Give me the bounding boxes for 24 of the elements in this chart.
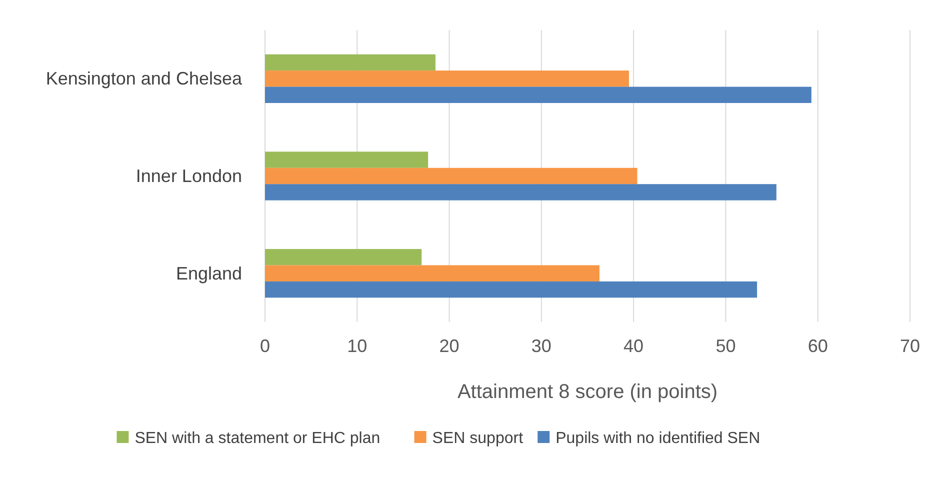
bar: [265, 265, 600, 282]
legend-label: SEN with a statement or EHC plan: [134, 430, 380, 447]
y-tick-label: Kensington and Chelsea: [46, 68, 243, 89]
x-tick-label: 30: [531, 336, 552, 356]
x-tick-label: 0: [260, 336, 270, 356]
bar: [265, 86, 812, 103]
bar: [265, 281, 758, 298]
y-tick-label: Inner London: [136, 166, 242, 186]
x-tick-label: 10: [347, 336, 368, 356]
legend-label: SEN support: [432, 430, 524, 447]
y-tick-label: England: [176, 263, 242, 284]
legend-label: Pupils with no identified SEN: [556, 430, 760, 447]
x-tick-label: 20: [439, 336, 460, 356]
bar: [265, 249, 422, 266]
x-axis-title: Attainment 8 score (in points): [457, 381, 718, 403]
bar: [265, 184, 776, 200]
bar: [265, 70, 629, 87]
bar: [265, 152, 428, 168]
x-tick-label: 70: [900, 336, 920, 356]
x-tick-label: 60: [808, 336, 828, 356]
x-tick-label: 50: [716, 336, 736, 356]
x-tick-label: 40: [624, 336, 644, 356]
bar: [265, 168, 638, 184]
bar: [265, 54, 436, 71]
